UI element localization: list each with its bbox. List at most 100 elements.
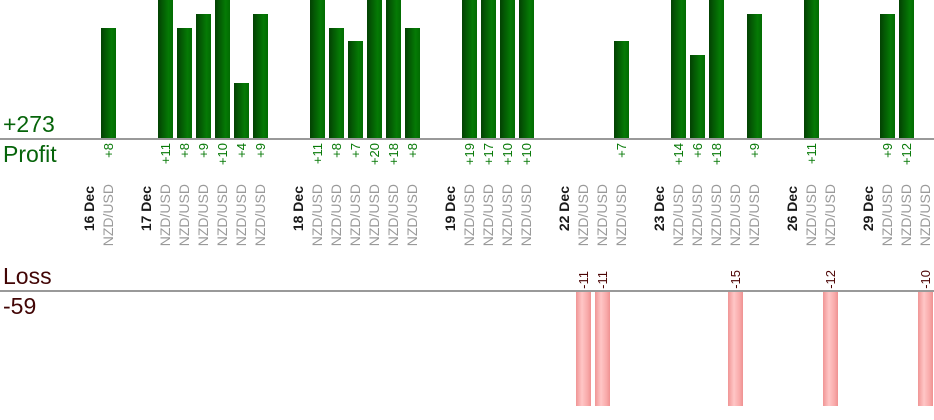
- profit-bar: [899, 0, 914, 138]
- profit-value-label-slot: +9: [878, 143, 897, 158]
- trade-column: +4 NZD/USD: [232, 0, 251, 420]
- symbol-label: NZD/USD: [822, 184, 839, 247]
- trade-column: -10 NZD/USD: [916, 0, 934, 420]
- date-column: 17 Dec: [137, 0, 156, 420]
- profit-value-label: +7: [347, 143, 363, 158]
- trade-column: +18 NZD/USD: [384, 0, 403, 420]
- profit-value-label: +17: [480, 143, 496, 166]
- profit-value-label: +9: [195, 143, 211, 158]
- symbol-label-slot: NZD/USD: [707, 184, 726, 246]
- date-label: 17 Dec: [138, 186, 155, 232]
- profit-value-label: +11: [157, 143, 173, 165]
- loss-value-label-slot: -11: [593, 271, 612, 289]
- profit-value-label-slot: +17: [479, 143, 498, 165]
- symbol-label: NZD/USD: [518, 184, 535, 247]
- profit-baseline: [0, 138, 934, 140]
- loss-value-label-slot: -11: [574, 271, 593, 289]
- symbol-label-slot: NZD/USD: [802, 184, 821, 246]
- symbol-label-slot: NZD/USD: [365, 184, 384, 246]
- date-column: 16 Dec: [80, 0, 99, 420]
- symbol-label: NZD/USD: [670, 184, 687, 247]
- date-column: 26 Dec: [783, 0, 802, 420]
- symbol-label-slot: NZD/USD: [232, 184, 251, 246]
- profit-value-label: +8: [176, 143, 192, 158]
- loss-value-label: -12: [822, 270, 838, 289]
- trade-column: -12 NZD/USD: [821, 0, 840, 420]
- loss-total-label: -59: [3, 293, 37, 319]
- profit-value-label-slot: +9: [745, 143, 764, 158]
- symbol-label: NZD/USD: [100, 184, 117, 247]
- symbol-label: NZD/USD: [461, 184, 478, 247]
- profit-bar: [177, 28, 192, 138]
- date-label-slot: 16 Dec: [80, 186, 99, 231]
- symbol-label: NZD/USD: [575, 184, 592, 247]
- profit-bar: [367, 0, 382, 138]
- trade-column: +17 NZD/USD: [479, 0, 498, 420]
- loss-value-label: -11: [594, 271, 610, 289]
- profit-bar: [671, 0, 686, 138]
- profit-value-label-slot: +18: [384, 143, 403, 165]
- symbol-label-slot: NZD/USD: [403, 184, 422, 246]
- group-gap-column: [840, 0, 859, 420]
- trade-column: +9 NZD/USD: [745, 0, 764, 420]
- date-label-slot: 17 Dec: [137, 186, 156, 231]
- date-label: 22 Dec: [556, 186, 573, 232]
- symbol-label-slot: NZD/USD: [726, 184, 745, 246]
- symbol-label-slot: NZD/USD: [308, 184, 327, 246]
- trade-column: +9 NZD/USD: [251, 0, 270, 420]
- group-gap-column: [270, 0, 289, 420]
- profit-axis-label: Profit: [3, 141, 57, 167]
- date-label-slot: 23 Dec: [650, 186, 669, 231]
- profit-value-label: +6: [689, 143, 705, 158]
- profit-value-label-slot: +10: [517, 143, 536, 165]
- profit-bar: [614, 41, 629, 138]
- trade-column: -11 NZD/USD: [593, 0, 612, 420]
- symbol-label: NZD/USD: [917, 184, 934, 247]
- profit-bar: [234, 83, 249, 138]
- profit-bar: [101, 28, 116, 138]
- profit-bar: [481, 0, 496, 138]
- profit-value-label: +10: [518, 143, 534, 166]
- date-column: 23 Dec: [650, 0, 669, 420]
- symbol-label-slot: NZD/USD: [669, 184, 688, 246]
- profit-value-label-slot: +8: [327, 143, 346, 158]
- profit-value-label-slot: +7: [346, 143, 365, 158]
- date-label-slot: 18 Dec: [289, 186, 308, 231]
- profit-value-label: +12: [898, 143, 914, 166]
- symbol-label: NZD/USD: [689, 184, 706, 247]
- symbol-label: NZD/USD: [328, 184, 345, 247]
- group-gap-column: [631, 0, 650, 420]
- date-label: 26 Dec: [784, 186, 801, 232]
- profit-value-label-slot: +4: [232, 143, 251, 158]
- trade-column: +12 NZD/USD: [897, 0, 916, 420]
- trade-column: -11 NZD/USD: [574, 0, 593, 420]
- symbol-label: NZD/USD: [898, 184, 915, 247]
- date-label: 16 Dec: [81, 186, 98, 232]
- loss-value-label: -11: [575, 271, 591, 289]
- symbol-label: NZD/USD: [385, 184, 402, 247]
- profit-bar: [690, 55, 705, 138]
- symbol-label-slot: NZD/USD: [156, 184, 175, 246]
- trade-column: +7 NZD/USD: [612, 0, 631, 420]
- symbol-label: NZD/USD: [176, 184, 193, 247]
- loss-bar: [576, 292, 591, 406]
- profit-value-label-slot: +20: [365, 143, 384, 165]
- group-gap-column: [764, 0, 783, 420]
- trade-column: +7 NZD/USD: [346, 0, 365, 420]
- symbol-label-slot: NZD/USD: [498, 184, 517, 246]
- loss-baseline: [0, 290, 934, 292]
- symbol-label-slot: NZD/USD: [384, 184, 403, 246]
- loss-value-label: -10: [917, 270, 933, 289]
- profit-value-label-slot: +11: [156, 143, 175, 164]
- date-label: 29 Dec: [860, 186, 877, 232]
- symbol-label-slot: NZD/USD: [916, 184, 934, 246]
- symbol-label: NZD/USD: [404, 184, 421, 247]
- trade-column: +10 NZD/USD: [213, 0, 232, 420]
- symbol-label-slot: NZD/USD: [327, 184, 346, 246]
- symbol-label: NZD/USD: [309, 184, 326, 247]
- profit-value-label-slot: +10: [213, 143, 232, 165]
- profit-bar: [519, 0, 534, 138]
- date-label: 18 Dec: [290, 186, 307, 232]
- profit-value-label: +8: [404, 143, 420, 158]
- symbol-label: NZD/USD: [252, 184, 269, 247]
